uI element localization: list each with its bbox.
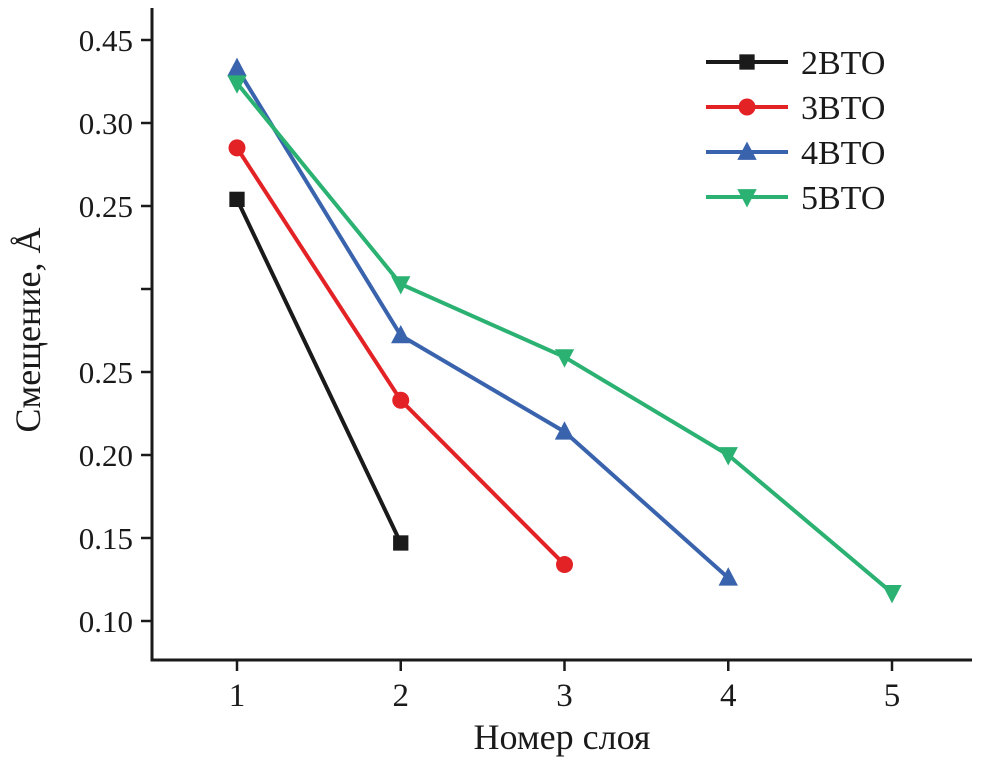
marker-triangle-down-icon bbox=[554, 349, 575, 368]
marker-square-icon bbox=[739, 54, 755, 70]
y-tick-label: 0.10 bbox=[79, 604, 133, 639]
x-tick-label: 5 bbox=[884, 678, 901, 714]
marker-triangle-down-icon bbox=[718, 447, 738, 466]
legend-label: 3BTO bbox=[801, 90, 885, 127]
y-tick-label: 0.30 bbox=[79, 106, 133, 141]
marker-triangle-up-icon bbox=[718, 567, 738, 586]
x-tick-label: 4 bbox=[720, 678, 737, 714]
marker-triangle-up-icon bbox=[227, 57, 247, 77]
x-tick-label: 1 bbox=[229, 678, 246, 714]
y-tick-label: 0.20 bbox=[79, 438, 133, 473]
series-line-5BTO bbox=[235, 81, 894, 595]
y-tick-label: 0.15 bbox=[79, 521, 133, 556]
y-axis-title: Смещение, Å bbox=[8, 227, 48, 433]
marker-circle-icon bbox=[228, 139, 246, 157]
marker-triangle-down-icon bbox=[227, 75, 247, 94]
y-tick-label: 0.45 bbox=[79, 23, 133, 58]
marker-triangle-down-icon bbox=[391, 276, 411, 295]
marker-triangle-down-icon bbox=[737, 189, 757, 208]
marker-circle-icon bbox=[392, 391, 410, 409]
marker-triangle-up-icon bbox=[391, 324, 411, 344]
series-line-3BTO bbox=[235, 145, 567, 567]
marker-triangle-up-icon bbox=[554, 421, 575, 440]
y-tick-label: 0.25 bbox=[79, 189, 133, 224]
x-tick-label: 2 bbox=[393, 678, 410, 714]
legend-label: 2BTO bbox=[801, 45, 885, 82]
series-line-2BTO bbox=[235, 197, 403, 545]
y-tick-label: 0.25 bbox=[79, 355, 133, 390]
x-axis-title: Номер слоя bbox=[473, 717, 651, 757]
legend-label: 4BTO bbox=[801, 135, 885, 172]
marker-triangle-up-icon bbox=[737, 141, 757, 160]
marker-triangle-down-icon bbox=[882, 584, 902, 604]
marker-square-icon bbox=[229, 191, 245, 208]
series-line-4BTO bbox=[235, 66, 731, 580]
marker-square-icon bbox=[393, 535, 409, 551]
marker-circle-icon bbox=[556, 556, 573, 574]
marker-circle-icon bbox=[738, 98, 756, 116]
legend-label: 5BTO bbox=[801, 180, 885, 217]
x-tick-label: 3 bbox=[556, 678, 573, 714]
